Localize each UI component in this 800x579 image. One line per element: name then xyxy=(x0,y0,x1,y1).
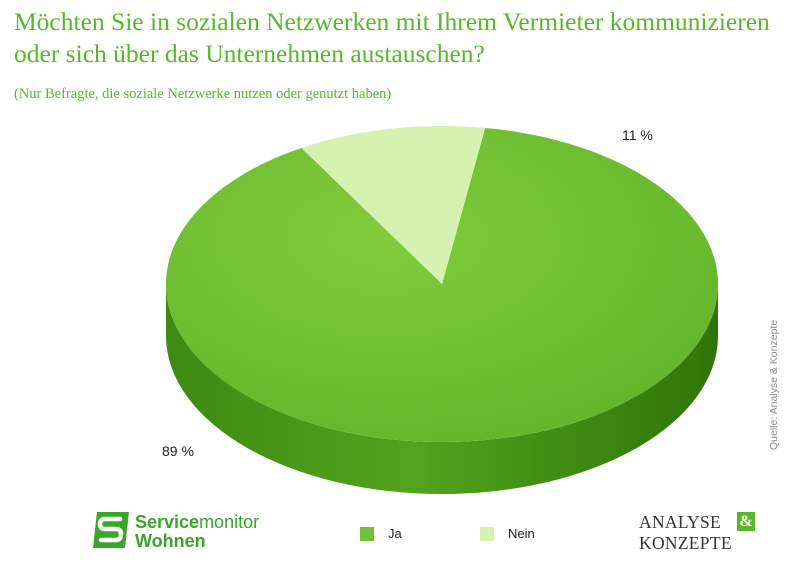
data-label-nein: 11 % xyxy=(622,127,653,143)
chart-title: Möchten Sie in sozialen Netzwerken mit I… xyxy=(14,7,770,68)
logo-text-monitor: monitor xyxy=(199,512,260,532)
chart-subtitle: (Nur Befragte, die soziale Netzwerke nut… xyxy=(14,86,392,102)
legend-swatch-nein xyxy=(480,526,494,541)
legend-label-nein: Nein xyxy=(508,526,535,542)
legend-swatch-ja xyxy=(360,526,374,541)
pie-slice-ja xyxy=(166,127,718,443)
pie-slice-nein xyxy=(301,126,486,284)
logo-konzepte-text: KONZEPTE xyxy=(639,533,732,553)
legend-item-nein: Nein xyxy=(480,525,535,543)
analyse-konzepte-logo: ANALYSE & KONZEPTE xyxy=(639,510,769,554)
data-label-ja: 89 % xyxy=(162,443,194,459)
logo-analyse-text: ANALYSE xyxy=(639,512,722,532)
legend-item-ja: Ja xyxy=(360,525,402,543)
pie-side-wall xyxy=(166,284,718,494)
logo-ampersand: & xyxy=(737,512,755,531)
legend-label-ja: Ja xyxy=(388,526,402,542)
logo-text-service: Service xyxy=(135,512,200,532)
source-note: Quelle: Analyse & Konzepte xyxy=(768,319,780,450)
servicemonitor-logo-mark xyxy=(93,512,129,548)
logo-text-wohnen: Wohnen xyxy=(135,531,206,551)
logo-text-line1: Servicemonitor xyxy=(135,512,259,532)
servicemonitor-logo: Servicemonitor Wohnen xyxy=(92,510,292,554)
